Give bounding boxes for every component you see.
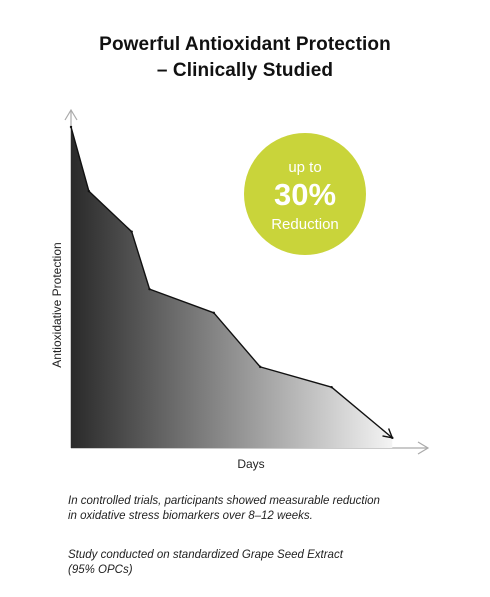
trial-note-line-2: in oxidative stress biomarkers over 8–12… xyxy=(68,510,313,522)
badge-line-1: up to xyxy=(288,159,321,176)
data-point-0 xyxy=(69,125,73,129)
series-layer xyxy=(69,125,394,449)
y-axis-label: Antioxidative Protection xyxy=(50,242,64,367)
chart: Antioxidative Protection Days up to 30% … xyxy=(50,108,430,471)
badge-line-3: Reduction xyxy=(271,216,339,233)
reduction-badge: up to 30% Reduction xyxy=(244,133,366,255)
badge-value: 30% xyxy=(274,177,336,212)
data-point-1 xyxy=(87,189,91,193)
data-point-6 xyxy=(330,385,333,389)
data-point-5 xyxy=(259,365,262,369)
title-line-1: Powerful Antioxidant Protection xyxy=(99,34,391,55)
y-axis-arrowhead xyxy=(64,108,78,121)
series-area xyxy=(71,126,393,449)
chart-title: Powerful Antioxidant Protection – Clinic… xyxy=(0,32,490,84)
x-axis-arrowhead xyxy=(417,441,430,455)
study-note-line-1: Study conducted on standardized Grape Se… xyxy=(68,549,343,561)
trial-note-line-1: In controlled trials, participants showe… xyxy=(68,495,380,507)
badge-circle xyxy=(244,133,366,255)
study-note-line-2: (95% OPCs) xyxy=(68,564,133,576)
title-line-2: – Clinically Studied xyxy=(156,60,334,81)
x-axis-label: Days xyxy=(237,457,264,471)
series-line xyxy=(70,126,393,439)
data-point-4 xyxy=(212,311,215,314)
series-end-arrowhead xyxy=(382,428,394,439)
data-point-3 xyxy=(148,287,151,291)
trial-note: In controlled trials, participants showe… xyxy=(68,494,468,524)
study-note: Study conducted on standardized Grape Se… xyxy=(68,548,468,578)
data-point-2 xyxy=(130,230,133,233)
